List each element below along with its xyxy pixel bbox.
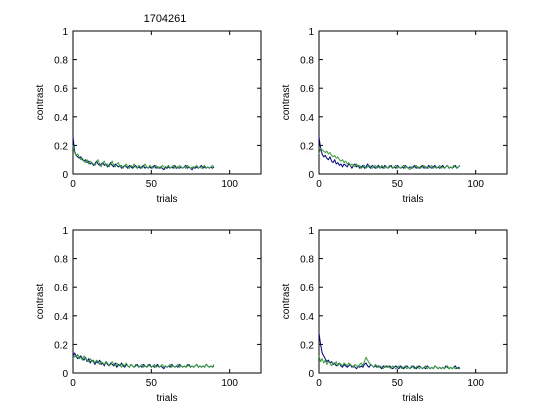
x-tick-label: 50 [146,179,158,190]
plot-area [319,31,507,174]
plot-area [73,31,261,174]
x-tick-label: 100 [467,179,484,190]
y-tick-label: 0.6 [54,84,68,95]
y-tick-label: 0.4 [300,312,314,323]
x-tick-label: 100 [467,378,484,389]
y-tick-label: 0.8 [54,56,68,67]
y-tick-label: 0 [308,369,314,380]
y-tick-label: 0.2 [54,141,68,152]
plot-area [73,230,261,373]
y-tick-label: 0.2 [54,340,68,351]
y-tick-label: 0.8 [300,56,314,67]
y-tick-label: 0.4 [54,312,68,323]
y-tick-label: 0.8 [300,255,314,266]
figure-title: 1704261 [144,13,187,25]
y-axis-label: contrast [35,84,46,120]
y-tick-label: 1 [308,226,314,237]
y-tick-label: 0.2 [300,340,314,351]
y-tick-label: 0.4 [54,113,68,124]
y-tick-label: 0.4 [300,113,314,124]
plot-area [319,230,507,373]
y-tick-label: 0.2 [300,141,314,152]
x-tick-label: 50 [146,378,158,389]
x-axis-label: trials [402,393,423,404]
y-tick-label: 0 [308,170,314,181]
y-tick-label: 1 [62,27,68,38]
y-tick-label: 0.6 [54,283,68,294]
x-axis-label: trials [156,393,177,404]
x-tick-label: 100 [221,179,238,190]
x-axis-label: trials [156,194,177,205]
x-tick-label: 0 [316,179,322,190]
y-tick-label: 0 [62,369,68,380]
y-tick-label: 1 [308,27,314,38]
y-tick-label: 0.8 [54,255,68,266]
y-axis-label: contrast [35,283,46,319]
x-tick-label: 100 [221,378,238,389]
x-axis-label: trials [402,194,423,205]
y-axis-label: contrast [281,84,292,120]
x-tick-label: 50 [392,179,404,190]
x-tick-label: 0 [316,378,322,389]
y-tick-label: 1 [62,226,68,237]
y-tick-label: 0.6 [300,84,314,95]
x-tick-label: 50 [392,378,404,389]
x-tick-label: 0 [70,378,76,389]
y-tick-label: 0.6 [300,283,314,294]
x-tick-label: 0 [70,179,76,190]
y-tick-label: 0 [62,170,68,181]
y-axis-label: contrast [281,283,292,319]
